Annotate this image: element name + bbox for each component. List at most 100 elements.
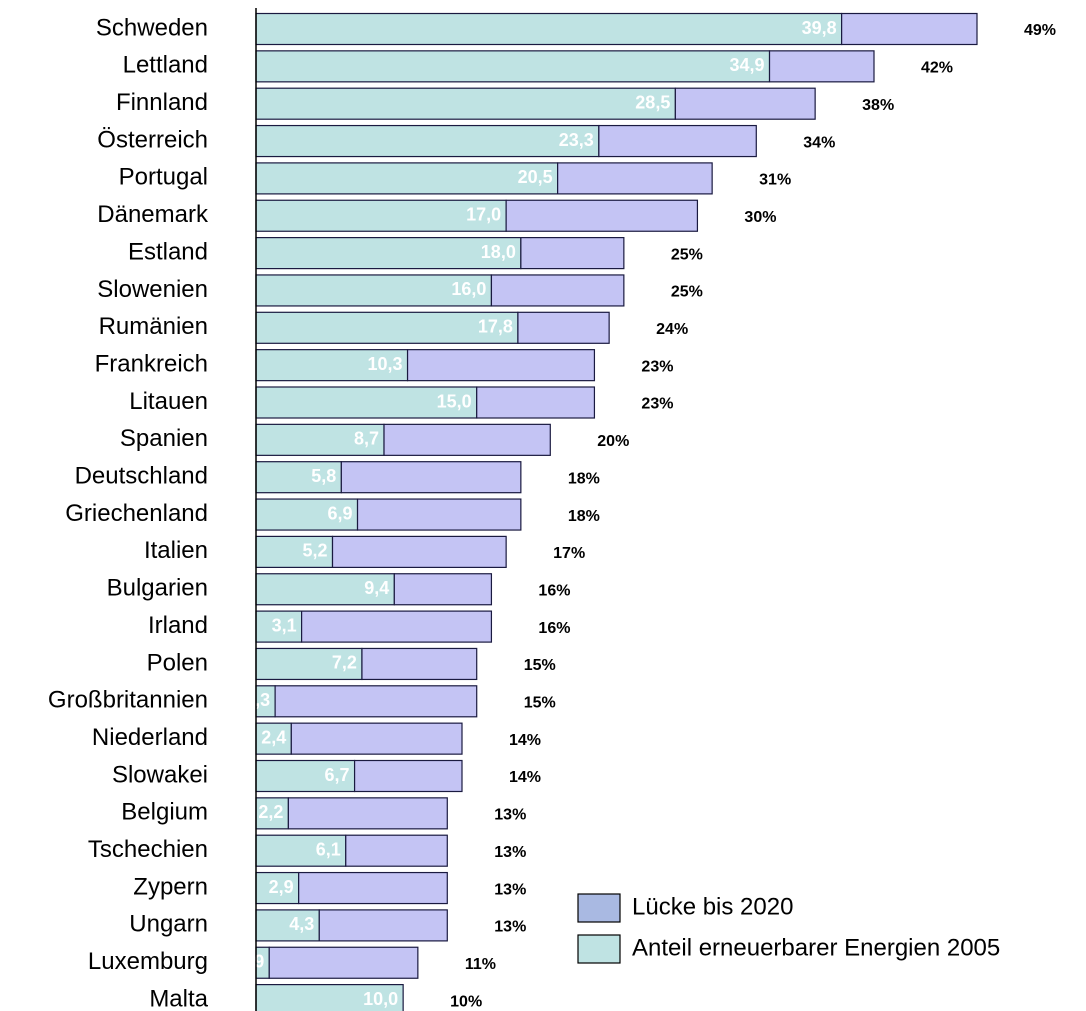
target-label: 30%	[744, 209, 776, 226]
target-label: 13%	[494, 881, 526, 898]
target-label: 20%	[597, 433, 629, 450]
value-label: 16,0	[451, 279, 486, 299]
target-label: 25%	[671, 246, 703, 263]
bar-segment	[255, 610, 303, 643]
bar-segment	[298, 871, 448, 905]
bar-segment	[255, 162, 559, 195]
value-label: 15,0	[437, 391, 472, 411]
target-label: 31%	[759, 172, 791, 189]
target-label: 42%	[921, 60, 953, 77]
category-label: Frankreich	[95, 350, 208, 377]
bar-segment	[255, 12, 843, 46]
value-label: 34,9	[729, 55, 764, 75]
bar-segment	[255, 199, 507, 232]
bar-segment	[301, 610, 493, 643]
target-label: 16%	[538, 620, 570, 637]
bar-segment	[255, 834, 347, 867]
bar-segment	[255, 349, 409, 382]
target-label: 23%	[641, 396, 673, 413]
target-label: 14%	[509, 732, 541, 749]
target-label: 34%	[803, 134, 835, 151]
bar-segment	[353, 759, 463, 793]
target-label: 49%	[1024, 22, 1056, 39]
target-label: 15%	[524, 657, 556, 674]
bar-segment	[255, 87, 676, 120]
target-label: 38%	[862, 97, 894, 114]
category-label: Spanien	[120, 425, 208, 452]
category-label: Griechenland	[65, 500, 208, 527]
target-label: 11%	[465, 956, 496, 973]
bar-segment	[476, 386, 596, 419]
value-label: 9,4	[364, 578, 389, 598]
bar-segment	[356, 498, 522, 531]
value-label: 6,9	[327, 503, 352, 523]
value-label: 10,0	[363, 989, 398, 1009]
value-label: 17,8	[478, 317, 513, 337]
target-label: 13%	[494, 844, 526, 861]
value-label: 17,0	[466, 205, 501, 225]
value-label: 4,3	[289, 914, 314, 934]
category-label: Zypern	[133, 873, 208, 900]
value-label: 5,8	[311, 466, 336, 486]
target-label: 18%	[568, 508, 600, 525]
target-label: 15%	[524, 695, 556, 712]
bar-segment	[598, 124, 757, 158]
bar-segment	[318, 909, 448, 942]
bar-segment	[255, 722, 292, 755]
value-label: 2,2	[258, 802, 283, 822]
value-label: 28,5	[635, 92, 670, 112]
target-label: 16%	[538, 582, 570, 599]
legend-swatch	[577, 893, 621, 923]
category-label: Niederland	[92, 724, 208, 751]
category-label: Luxemburg	[88, 948, 208, 975]
bar-segment	[340, 461, 522, 494]
bar-segment	[268, 946, 419, 979]
value-label: 8,7	[354, 429, 379, 449]
target-label: 13%	[494, 807, 526, 824]
target-label: 23%	[641, 358, 673, 375]
value-label: 5,2	[302, 541, 327, 561]
value-label: 39,8	[802, 18, 837, 38]
category-label: Estland	[128, 238, 208, 265]
bar-segment	[255, 274, 493, 307]
bar-segment	[768, 50, 875, 83]
bar-segment	[255, 983, 404, 1011]
value-label: 23,3	[559, 130, 594, 150]
bar-segment	[557, 162, 713, 195]
bar-segment	[331, 535, 507, 569]
target-label: 17%	[553, 545, 585, 562]
value-label: 6,1	[316, 839, 341, 859]
bar-segment	[674, 87, 816, 120]
bar-segment	[490, 274, 625, 307]
bar-segment	[255, 124, 600, 158]
category-label: Großbritannien	[48, 687, 208, 714]
value-label: 3,1	[272, 615, 297, 635]
value-label: 1,3	[245, 690, 270, 710]
value-label: 7,2	[332, 653, 357, 673]
category-label: Belgium	[121, 799, 208, 826]
category-label: Portugal	[119, 164, 208, 191]
bar-segment	[361, 647, 478, 681]
value-label: 2,9	[269, 877, 294, 897]
bar-segment	[520, 237, 625, 270]
category-label: Slowenien	[97, 276, 208, 303]
bar-segment	[255, 50, 771, 83]
bar-segment	[290, 722, 463, 755]
bar-segment	[255, 759, 356, 793]
bar-segment	[274, 685, 478, 718]
value-label: 10,3	[368, 354, 403, 374]
target-label: 10%	[450, 993, 482, 1010]
category-label: Ungarn	[129, 911, 208, 938]
category-label: Bulgarien	[107, 575, 208, 602]
bar-segment	[505, 199, 699, 232]
category-label: Schweden	[96, 14, 208, 41]
category-label: Litauen	[129, 388, 208, 415]
bar-segment	[406, 349, 596, 382]
bar-segment	[255, 423, 385, 456]
value-label: 18,0	[481, 242, 516, 262]
target-label: 18%	[568, 470, 600, 487]
category-label: Dänemark	[97, 201, 209, 228]
category-label: Italien	[144, 537, 208, 564]
category-label: Malta	[149, 985, 208, 1011]
